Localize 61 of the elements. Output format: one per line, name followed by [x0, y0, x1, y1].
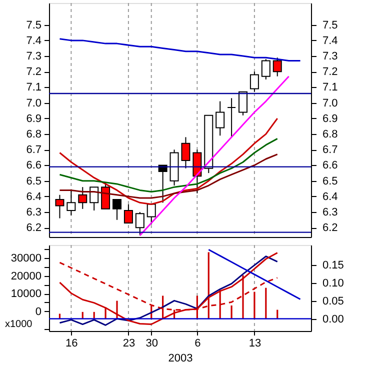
- candlestick: [181, 136, 190, 169]
- y2-tick-label: 6.5: [322, 175, 338, 188]
- line-series: [208, 248, 302, 300]
- y-tick-label: 6.2: [26, 222, 42, 234]
- candlestick: [112, 199, 122, 220]
- y2-tick-label: 7.4: [322, 34, 338, 47]
- x-axis-title: 2003: [168, 352, 193, 364]
- line-series: [58, 138, 278, 193]
- x-tick-label: 13: [248, 338, 262, 350]
- y2-tick-label: 6.3: [322, 206, 338, 219]
- x-tick-label: 16: [66, 338, 78, 350]
- y2-tick-label: 0.05: [322, 295, 344, 308]
- y-tick-label: 7.2: [26, 66, 42, 78]
- y2-tick-label: 6.7: [322, 144, 338, 156]
- y-tick-label: 6.3: [26, 206, 42, 219]
- candlestick: [146, 204, 156, 226]
- y2-tick-label: 7.3: [322, 50, 338, 63]
- y2-tick-label: 7.5: [322, 19, 338, 32]
- candlestick: [250, 71, 259, 92]
- y2-tick-label: 6.6: [322, 160, 338, 172]
- text: x1000: [5, 319, 33, 330]
- y2-tick-label: 0.10: [322, 277, 344, 290]
- y2-tick-label: 6.4: [322, 190, 338, 203]
- y-tick-label: 7.1: [26, 82, 42, 94]
- y2-tick-label: 7.0: [322, 97, 338, 110]
- y-tick-label: 6.9: [26, 112, 42, 125]
- x-tick-label: 6: [194, 338, 201, 350]
- y-tick-label: 30000: [10, 252, 42, 265]
- y-tick-label: 7.5: [26, 19, 42, 32]
- candlestick: [238, 91, 248, 116]
- y-tick-label: 6.8: [26, 128, 42, 141]
- candlestick: [55, 194, 64, 219]
- y2-tick-label: 6.2: [322, 222, 338, 234]
- candlestick: [78, 186, 88, 210]
- y-tick-label: 10000: [10, 288, 42, 300]
- candlestick: [227, 98, 236, 138]
- y-tick-label: 6.7: [26, 144, 42, 156]
- x-tick-label: 30: [146, 338, 158, 350]
- y2-tick-label: 0.15: [322, 259, 344, 272]
- candlestick: [124, 204, 133, 224]
- y-tick-label: 7.0: [26, 97, 42, 110]
- y-tick-label: 7.4: [26, 34, 42, 47]
- y-tick-label: 6.6: [26, 160, 42, 172]
- y-tick-label: 6.4: [26, 190, 42, 203]
- candlestick: [272, 57, 282, 77]
- y2-tick-label: 7.2: [322, 66, 338, 78]
- y2-tick-label: 7.1: [322, 82, 338, 94]
- candlestick: [90, 186, 99, 211]
- y-tick-label: 7.3: [26, 50, 42, 63]
- candlestick: [135, 212, 144, 236]
- y2-tick-label: 0.00: [322, 313, 344, 326]
- candlestick: [261, 58, 270, 80]
- y-tick-label: 20000: [10, 270, 42, 282]
- y-tick-label: 0: [35, 306, 42, 318]
- line-series: [139, 76, 290, 236]
- x-tick-label: 23: [122, 338, 136, 350]
- y2-tick-label: 6.8: [322, 128, 338, 141]
- candlestick: [66, 190, 76, 216]
- y-tick-label: 6.5: [26, 175, 42, 188]
- y2-tick-label: 6.9: [322, 112, 338, 125]
- candlestick: [216, 100, 225, 136]
